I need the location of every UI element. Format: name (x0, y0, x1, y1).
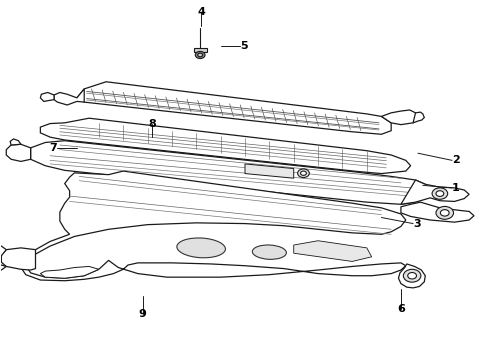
Circle shape (408, 273, 416, 279)
Polygon shape (401, 202, 474, 222)
Polygon shape (0, 246, 6, 256)
Polygon shape (30, 141, 425, 204)
Polygon shape (40, 266, 99, 278)
Circle shape (432, 188, 448, 199)
Circle shape (297, 169, 309, 177)
Polygon shape (401, 180, 469, 204)
Circle shape (441, 210, 449, 216)
Polygon shape (54, 89, 84, 105)
Ellipse shape (252, 245, 286, 259)
Polygon shape (245, 164, 294, 178)
Text: 9: 9 (139, 309, 147, 319)
Polygon shape (1, 248, 35, 270)
Circle shape (198, 53, 202, 57)
Text: 4: 4 (197, 7, 205, 17)
Text: 6: 6 (397, 303, 405, 314)
Polygon shape (381, 110, 416, 125)
Polygon shape (0, 265, 6, 272)
Text: 8: 8 (148, 118, 156, 129)
Circle shape (403, 269, 421, 282)
Circle shape (436, 206, 454, 219)
Circle shape (300, 171, 306, 175)
Polygon shape (77, 82, 391, 134)
Polygon shape (10, 139, 21, 145)
Text: 7: 7 (49, 143, 57, 153)
Text: 2: 2 (452, 156, 460, 165)
Polygon shape (194, 48, 206, 52)
Text: 5: 5 (240, 41, 248, 51)
Text: 1: 1 (452, 183, 460, 193)
Polygon shape (294, 241, 372, 261)
Polygon shape (40, 93, 54, 102)
Polygon shape (6, 144, 30, 161)
Polygon shape (398, 264, 425, 288)
Circle shape (436, 191, 444, 197)
Polygon shape (413, 112, 424, 123)
Polygon shape (21, 171, 406, 281)
Ellipse shape (177, 238, 225, 258)
Circle shape (196, 51, 205, 59)
Polygon shape (40, 118, 411, 174)
Text: 3: 3 (413, 219, 421, 229)
